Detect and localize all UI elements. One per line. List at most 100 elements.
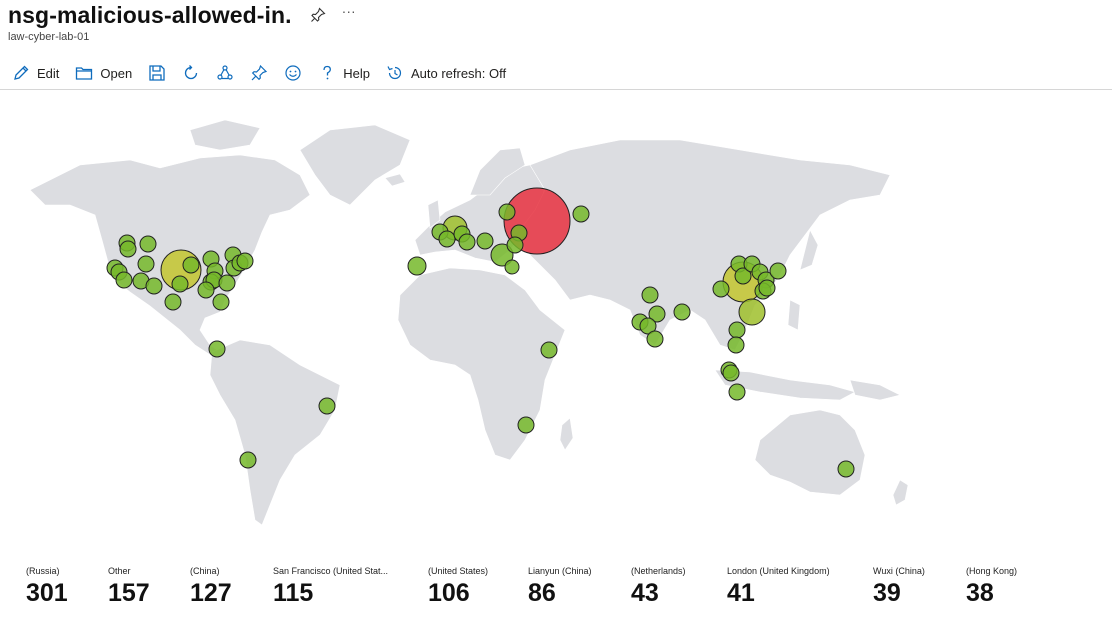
- map-marker[interactable]: [648, 305, 666, 323]
- feedback-button[interactable]: [284, 64, 302, 82]
- map-marker[interactable]: [164, 293, 182, 311]
- map-marker[interactable]: [137, 255, 155, 273]
- open-button[interactable]: Open: [75, 64, 132, 82]
- stat-tile[interactable]: Lianyun (China) 86: [528, 566, 592, 608]
- map-marker[interactable]: [728, 321, 746, 339]
- more-options-icon[interactable]: ···: [341, 3, 356, 19]
- edit-label: Edit: [37, 65, 60, 81]
- stat-value: 38: [966, 579, 994, 607]
- map-marker[interactable]: [734, 267, 752, 285]
- stat-tile[interactable]: Wuxi (China) 39: [873, 566, 925, 608]
- map-marker[interactable]: [673, 303, 691, 321]
- stat-label: (Russia): [26, 566, 60, 576]
- map-marker[interactable]: [758, 279, 776, 297]
- map-marker[interactable]: [407, 256, 427, 276]
- map-marker[interactable]: [712, 280, 730, 298]
- map-marker[interactable]: [115, 271, 133, 289]
- edit-button[interactable]: Edit: [12, 64, 59, 82]
- map-marker[interactable]: [145, 277, 163, 295]
- map-marker[interactable]: [498, 203, 516, 221]
- map-marker[interactable]: [236, 252, 254, 270]
- stat-value: 301: [26, 579, 68, 607]
- map-marker[interactable]: [517, 416, 535, 434]
- map-marker[interactable]: [438, 230, 456, 248]
- map-marker[interactable]: [727, 336, 745, 354]
- clock-refresh-icon: [387, 66, 402, 80]
- map-marker[interactable]: [506, 236, 524, 254]
- new-guinea: [849, 379, 901, 401]
- map-marker[interactable]: [182, 256, 200, 274]
- africa: [397, 267, 566, 461]
- map-marker[interactable]: [208, 340, 226, 358]
- map-marker[interactable]: [639, 317, 657, 335]
- stat-label: Other: [108, 566, 131, 576]
- philippines: [787, 299, 801, 331]
- map-marker[interactable]: [139, 235, 157, 253]
- arctic-islands: [189, 119, 261, 151]
- map-marker[interactable]: [212, 293, 230, 311]
- save-icon: [149, 65, 165, 81]
- map-marker[interactable]: [458, 233, 476, 251]
- map-marker[interactable]: [504, 259, 520, 275]
- map-marker[interactable]: [239, 451, 257, 469]
- map-marker[interactable]: [837, 460, 855, 478]
- uk: [427, 199, 441, 229]
- map-marker[interactable]: [572, 205, 590, 223]
- map-marker[interactable]: [476, 232, 494, 250]
- page-title: nsg-malicious-allowed-in.: [8, 1, 292, 28]
- top-locations-strip: (Russia) 301 Other 157 (China) 127 San F…: [0, 566, 1112, 626]
- map-marker[interactable]: [540, 341, 558, 359]
- map-marker[interactable]: [318, 397, 336, 415]
- stat-tile[interactable]: London (United Kingdom) 41: [727, 566, 830, 608]
- stat-label: (United States): [428, 566, 489, 576]
- save-button[interactable]: [148, 64, 166, 82]
- pin-icon[interactable]: [310, 7, 326, 23]
- map-marker[interactable]: [171, 275, 189, 293]
- map-marker[interactable]: [197, 281, 215, 299]
- madagascar: [559, 417, 574, 451]
- map-marker[interactable]: [218, 274, 236, 292]
- auto-refresh-button[interactable]: Auto refresh: Off: [386, 64, 506, 82]
- map-marker[interactable]: [646, 330, 664, 348]
- refresh-button[interactable]: [182, 64, 200, 82]
- pencil-icon: [14, 65, 29, 80]
- help-label: Help: [343, 65, 370, 81]
- refresh-icon: [185, 65, 198, 80]
- map-marker-italy[interactable]: [490, 243, 514, 267]
- stat-tile[interactable]: (Hong Kong) 38: [966, 566, 1017, 608]
- share-button[interactable]: [216, 64, 234, 82]
- stat-tile[interactable]: (Russia) 301: [26, 566, 68, 608]
- stat-tile[interactable]: (Netherlands) 43: [631, 566, 686, 608]
- folder-icon: [76, 67, 93, 80]
- map-marker[interactable]: [728, 383, 746, 401]
- stat-tile[interactable]: (China) 127: [190, 566, 232, 608]
- stat-tile[interactable]: San Francisco (United Stat... 115: [273, 566, 388, 608]
- pin-dashboard-button[interactable]: [250, 64, 268, 82]
- stat-label: London (United Kingdom): [727, 566, 830, 576]
- help-button[interactable]: Help: [318, 64, 370, 82]
- stat-tile[interactable]: Other 157: [108, 566, 150, 608]
- map-marker[interactable]: [641, 286, 659, 304]
- question-icon: [323, 65, 332, 80]
- toolbar: Edit Open Help Auto refresh: Off: [12, 60, 522, 86]
- stat-label: (Hong Kong): [966, 566, 1018, 576]
- map-marker[interactable]: [119, 240, 137, 258]
- iceland: [384, 173, 406, 187]
- world-map[interactable]: [0, 90, 1112, 550]
- stat-value: 86: [528, 579, 556, 607]
- share-icon: [217, 65, 233, 80]
- stat-tile[interactable]: (United States) 106: [428, 566, 488, 608]
- smiley-icon: [285, 65, 301, 81]
- scandinavia: [469, 147, 526, 196]
- pin-icon: [251, 64, 268, 81]
- stat-value: 43: [631, 579, 659, 607]
- stat-label: Wuxi (China): [873, 566, 925, 576]
- toolbar-divider: [0, 89, 1112, 90]
- map-marker[interactable]: [769, 262, 787, 280]
- title-row: nsg-malicious-allowed-in. ···: [8, 0, 356, 30]
- workspace-subtitle: law-cyber-lab-01: [8, 31, 90, 43]
- stat-label: (China): [190, 566, 220, 576]
- open-label: Open: [100, 65, 133, 81]
- map-marker[interactable]: [722, 364, 740, 382]
- map-marker-hong-kong[interactable]: [738, 298, 766, 326]
